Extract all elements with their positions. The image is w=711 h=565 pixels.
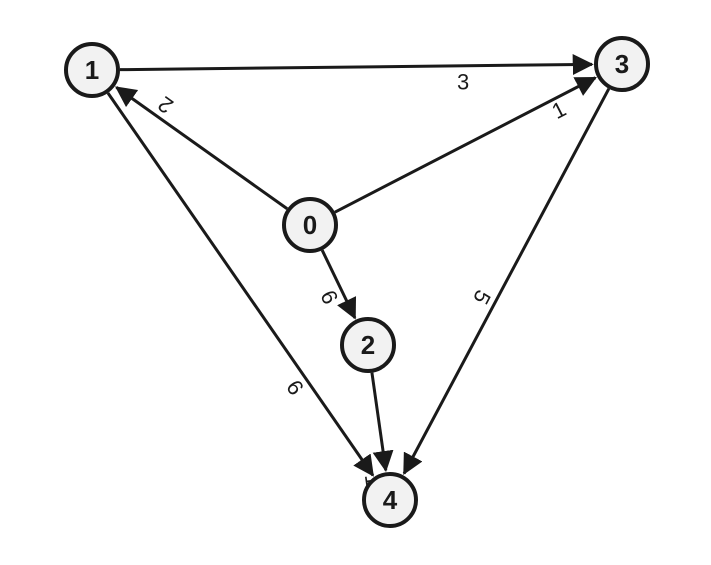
edge-1-4 [108,93,373,475]
edge-weight-1-4: 6 [281,375,309,399]
node-label-2: 2 [361,330,375,360]
node-label-4: 4 [383,485,398,515]
node-4: 4 [364,474,416,526]
node-label-0: 0 [303,210,317,240]
edge-weight-0-3: 1 [548,96,570,124]
node-3: 3 [596,38,648,90]
edge-2-4 [372,373,386,471]
edge-weight-0-2: 6 [315,286,343,308]
node-label-3: 3 [615,49,629,79]
edges-layer [108,64,609,475]
edge-weight-1-3: 3 [457,69,469,94]
edge-0-2 [322,250,355,318]
graph-diagram: 2613615 01234 [0,0,711,565]
edge-1-3 [120,64,592,69]
edge-3-4 [404,89,609,474]
node-1: 1 [66,44,118,96]
edge-0-1 [116,87,287,208]
node-label-1: 1 [85,55,99,85]
node-0: 0 [284,199,336,251]
edge-weight-3-4: 5 [468,286,496,309]
node-2: 2 [342,319,394,371]
edge-weight-0-1: 2 [153,91,177,118]
